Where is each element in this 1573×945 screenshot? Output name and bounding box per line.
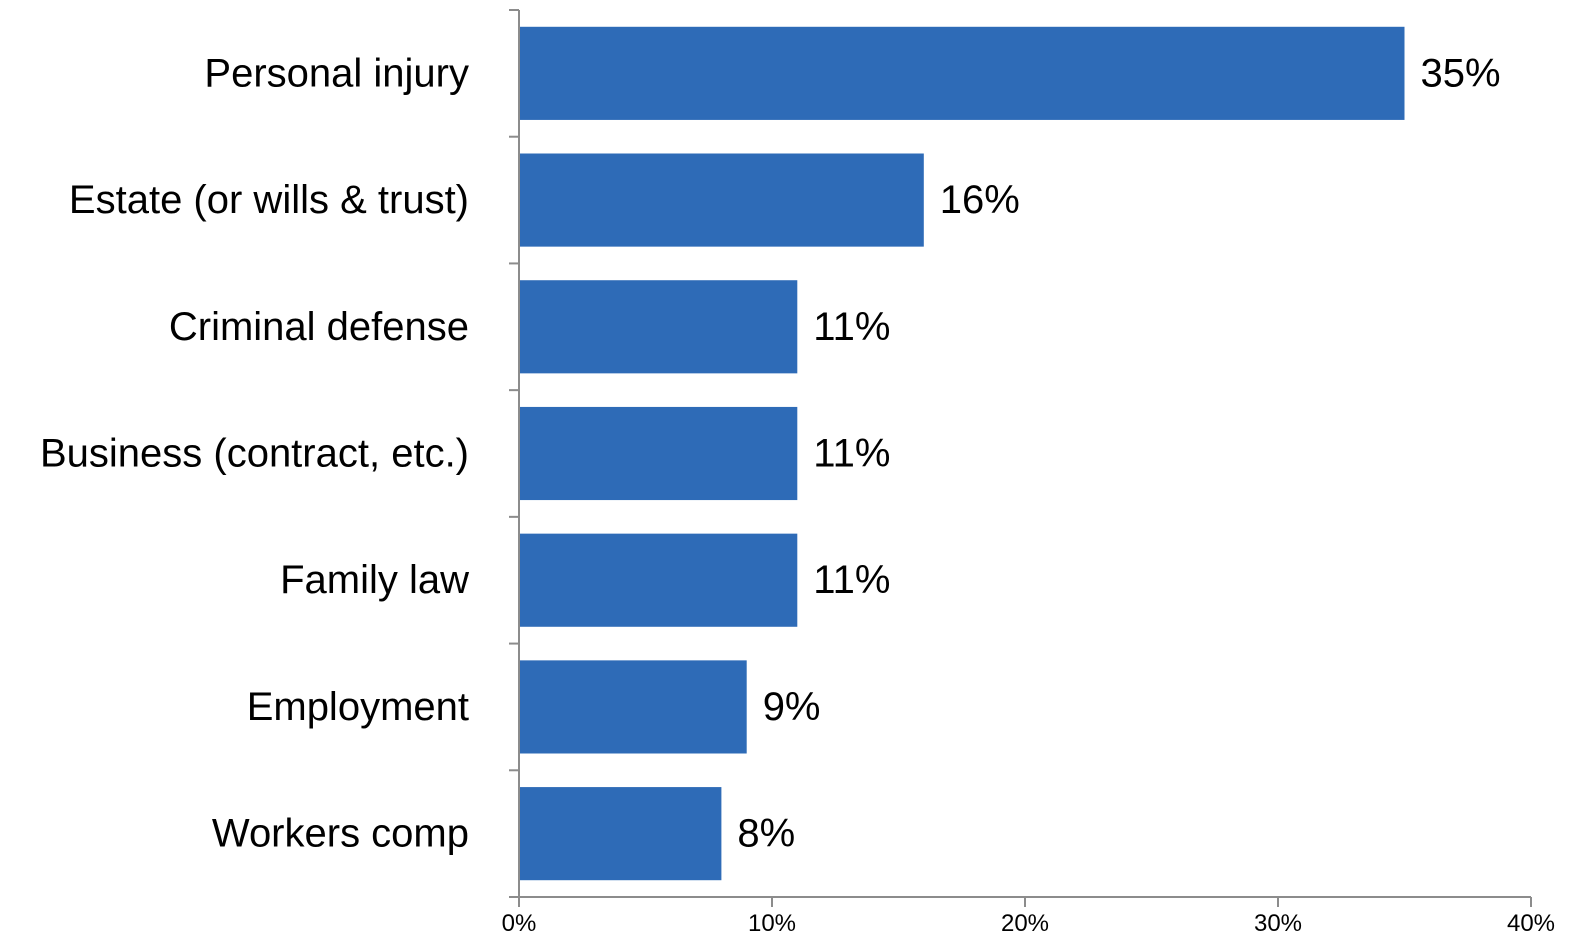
labels-layer: Personal injury 35% Estate (or wills & tru… [40, 51, 1501, 855]
bar [519, 153, 924, 247]
value-label: 11% [813, 432, 890, 476]
bar [519, 26, 1405, 120]
value-label: 35% [1421, 51, 1501, 95]
x-tick-label: 10% [748, 910, 796, 937]
bar [519, 787, 722, 881]
value-label: 11% [813, 305, 890, 349]
value-label: 11% [813, 558, 890, 602]
category-label: Personal injury [204, 51, 469, 95]
category-label: Estate (or wills & trust) [69, 178, 469, 222]
x-tick-label: 30% [1254, 910, 1302, 937]
x-tick-label: 0% [502, 910, 537, 937]
bar [519, 533, 798, 627]
bars-layer [519, 26, 1405, 881]
category-label: Business (contract, etc.) [40, 432, 469, 476]
category-label: Family law [280, 558, 469, 602]
bar [519, 280, 798, 374]
category-label: Criminal defense [169, 305, 469, 349]
value-label: 8% [737, 812, 795, 856]
value-label: 9% [763, 685, 821, 729]
bar [519, 406, 798, 501]
x-tick-label: 40% [1507, 910, 1555, 937]
category-label: Workers comp [212, 812, 469, 856]
x-tick-label: 20% [1001, 910, 1049, 937]
bar [519, 660, 747, 754]
category-label: Employment [247, 685, 469, 729]
value-label: 16% [940, 178, 1020, 222]
axis-layer: 0% 10% 20% 30% 40% [502, 9, 1555, 937]
